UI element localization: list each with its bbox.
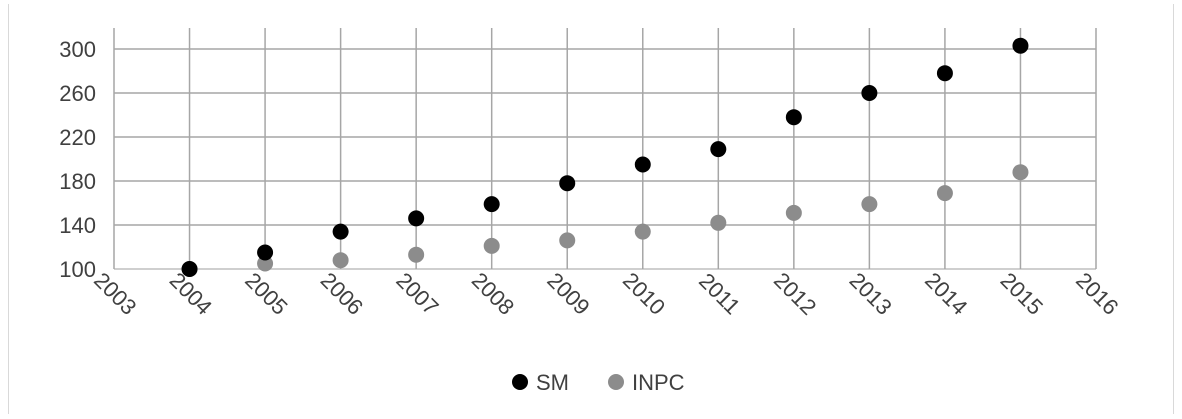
point-inpc-2010 xyxy=(634,223,651,240)
point-inpc-2007 xyxy=(408,246,425,263)
legend-label-inpc: INPC xyxy=(632,370,685,395)
point-sm-2012 xyxy=(785,109,802,126)
x-tick-label: 2003 xyxy=(89,268,141,320)
x-tick-label: 2010 xyxy=(618,268,670,320)
y-tick-label: 220 xyxy=(59,125,96,150)
point-inpc-2006 xyxy=(332,252,349,269)
point-sm-2007 xyxy=(408,210,425,227)
x-tick-label: 2015 xyxy=(996,268,1048,320)
point-sm-2009 xyxy=(559,175,576,192)
vertical-gridlines xyxy=(113,28,1097,269)
point-inpc-2015 xyxy=(1012,164,1029,181)
point-sm-2011 xyxy=(710,141,727,158)
y-tick-label: 260 xyxy=(59,81,96,106)
x-tick-label: 2012 xyxy=(769,268,821,320)
legend-marker-sm xyxy=(512,374,528,390)
point-sm-2015 xyxy=(1012,37,1029,54)
y-tick-label: 180 xyxy=(59,169,96,194)
x-tick-label: 2007 xyxy=(391,268,443,320)
y-tick-label: 140 xyxy=(59,213,96,238)
x-tick-label: 2008 xyxy=(467,268,519,320)
point-inpc-2014 xyxy=(936,185,953,202)
point-inpc-2012 xyxy=(785,204,802,221)
point-sm-2013 xyxy=(861,85,878,101)
x-tick-label: 2006 xyxy=(316,268,368,320)
x-axis-tick-labels: 2003 2004 2005 2006 2007 2008 2009 2010 2011 2012… xyxy=(89,268,1123,320)
y-axis-tick-labels: 100 140 180 220 260 300 xyxy=(59,37,96,282)
point-inpc-2008 xyxy=(483,237,500,254)
x-tick-label: 2005 xyxy=(240,268,292,320)
x-tick-label: 2016 xyxy=(1071,268,1123,320)
point-sm-2005 xyxy=(257,244,274,261)
point-inpc-2005 xyxy=(257,255,274,272)
point-inpc-2009 xyxy=(559,232,576,249)
legend-marker-inpc xyxy=(608,374,624,390)
point-sm-2014 xyxy=(936,65,953,82)
legend-label-sm: SM xyxy=(536,370,569,395)
point-sm-2008 xyxy=(483,196,500,213)
x-tick-label: 2014 xyxy=(920,268,972,320)
point-inpc-2013 xyxy=(861,196,878,213)
x-tick-label: 2009 xyxy=(542,268,594,320)
x-tick-label: 2011 xyxy=(694,268,745,319)
point-sm-2010 xyxy=(634,156,651,173)
point-sm-2004 xyxy=(181,261,198,277)
chart-frame xyxy=(8,4,1174,414)
x-tick-label: 2013 xyxy=(845,268,897,320)
y-tick-label: 100 xyxy=(59,257,96,282)
point-sm-2006 xyxy=(332,223,349,240)
legend: SM INPC xyxy=(512,370,685,395)
point-inpc-2011 xyxy=(710,214,727,231)
y-tick-label: 300 xyxy=(59,37,96,62)
horizontal-gridlines xyxy=(114,48,1096,270)
data-points xyxy=(181,37,1029,277)
